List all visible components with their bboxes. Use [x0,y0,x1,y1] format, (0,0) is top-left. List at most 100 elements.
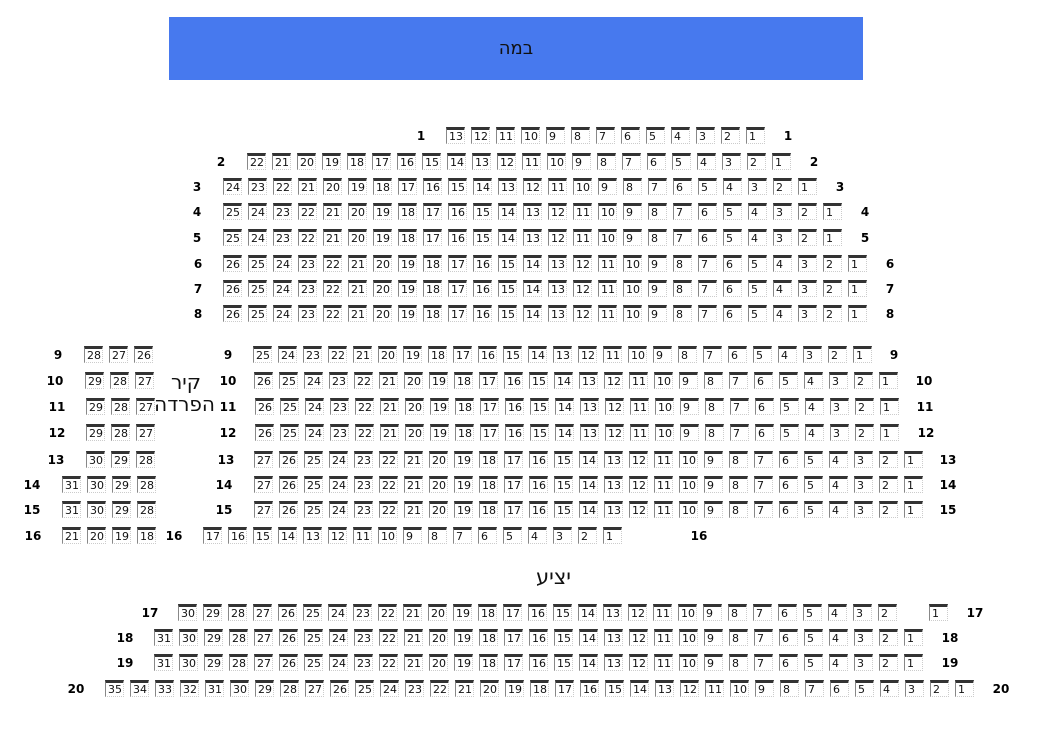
seat[interactable]: 1 [848,280,867,297]
seat[interactable]: 16 [478,346,497,363]
seat[interactable]: 10 [573,178,592,195]
seat[interactable]: 3 [553,527,572,544]
seat[interactable]: 8 [729,451,748,468]
seat[interactable]: 31 [205,680,224,697]
seat[interactable]: 1 [746,127,765,144]
seat[interactable]: 17 [448,305,467,322]
seat[interactable]: 2 [879,629,898,646]
seat[interactable]: 1 [904,629,923,646]
seat[interactable]: 5 [804,476,823,493]
seat[interactable]: 19 [454,629,473,646]
seat[interactable]: 11 [630,424,649,441]
seat[interactable]: 16 [529,476,548,493]
seat[interactable]: 17 [504,629,523,646]
seat[interactable]: 6 [647,153,666,170]
seat[interactable]: 15 [554,476,573,493]
seat[interactable]: 14 [555,424,574,441]
seat[interactable]: 10 [678,604,697,621]
seat[interactable]: 7 [453,527,472,544]
seat[interactable]: 7 [648,178,667,195]
seat[interactable]: 23 [354,654,373,671]
seat[interactable]: 19 [403,346,422,363]
seat[interactable]: 10 [598,203,617,220]
seat[interactable]: 9 [704,654,723,671]
seat[interactable]: 18 [455,398,474,415]
seat[interactable]: 4 [829,451,848,468]
seat[interactable]: 9 [648,305,667,322]
seat[interactable]: 1 [848,305,867,322]
seat[interactable]: 10 [378,527,397,544]
seat[interactable]: 18 [455,424,474,441]
seat[interactable]: 11 [598,280,617,297]
seat[interactable]: 9 [403,527,422,544]
seat[interactable]: 8 [673,255,692,272]
seat[interactable]: 15 [498,255,517,272]
seat[interactable]: 10 [679,451,698,468]
seat[interactable]: 26 [223,305,242,322]
seat[interactable]: 9 [704,451,723,468]
seat[interactable]: 2 [855,398,874,415]
seat[interactable]: 2 [878,604,897,621]
seat[interactable]: 19 [454,476,473,493]
seat[interactable]: 13 [579,372,598,389]
seat[interactable]: 3 [853,604,872,621]
seat[interactable]: 5 [855,680,874,697]
seat[interactable]: 17 [423,203,442,220]
seat[interactable]: 26 [279,451,298,468]
seat[interactable]: 22 [379,451,398,468]
seat[interactable]: 31 [62,501,81,518]
seat[interactable]: 30 [230,680,249,697]
seat[interactable]: 20 [480,680,499,697]
seat[interactable]: 16 [529,451,548,468]
seat[interactable]: 17 [480,398,499,415]
seat[interactable]: 5 [748,305,767,322]
seat[interactable]: 23 [354,476,373,493]
seat[interactable]: 11 [630,398,649,415]
seat[interactable]: 4 [804,372,823,389]
seat[interactable]: 8 [673,305,692,322]
seat[interactable]: 17 [504,501,523,518]
seat[interactable]: 7 [754,629,773,646]
seat[interactable]: 27 [254,629,273,646]
seat[interactable]: 9 [648,255,667,272]
seat[interactable]: 29 [85,372,104,389]
seat[interactable]: 20 [428,604,447,621]
seat[interactable]: 22 [378,604,397,621]
seat[interactable]: 14 [473,178,492,195]
seat[interactable]: 28 [111,398,130,415]
seat[interactable]: 24 [329,476,348,493]
seat[interactable]: 2 [879,451,898,468]
seat[interactable]: 10 [679,654,698,671]
seat[interactable]: 2 [930,680,949,697]
seat[interactable]: 18 [530,680,549,697]
seat[interactable]: 16 [448,203,467,220]
seat[interactable]: 23 [298,280,317,297]
seat[interactable]: 2 [879,501,898,518]
seat[interactable]: 20 [404,372,423,389]
seat[interactable]: 2 [879,476,898,493]
seat[interactable]: 30 [178,604,197,621]
seat[interactable]: 4 [723,178,742,195]
seat[interactable]: 8 [780,680,799,697]
seat[interactable]: 17 [203,527,222,544]
seat[interactable]: 19 [348,178,367,195]
seat[interactable]: 5 [804,629,823,646]
seat[interactable]: 26 [223,255,242,272]
seat[interactable]: 20 [429,629,448,646]
seat[interactable]: 22 [247,153,266,170]
seat[interactable]: 24 [273,280,292,297]
seat[interactable]: 15 [554,629,573,646]
seat[interactable]: 25 [304,629,323,646]
seat[interactable]: 14 [278,527,297,544]
seat[interactable]: 19 [429,372,448,389]
seat[interactable]: 9 [679,372,698,389]
seat[interactable]: 15 [448,178,467,195]
seat[interactable]: 28 [229,629,248,646]
seat[interactable]: 1 [772,153,791,170]
seat[interactable]: 26 [223,280,242,297]
seat[interactable]: 16 [397,153,416,170]
seat[interactable]: 17 [504,451,523,468]
seat[interactable]: 1 [880,398,899,415]
seat[interactable]: 5 [672,153,691,170]
seat[interactable]: 13 [523,203,542,220]
